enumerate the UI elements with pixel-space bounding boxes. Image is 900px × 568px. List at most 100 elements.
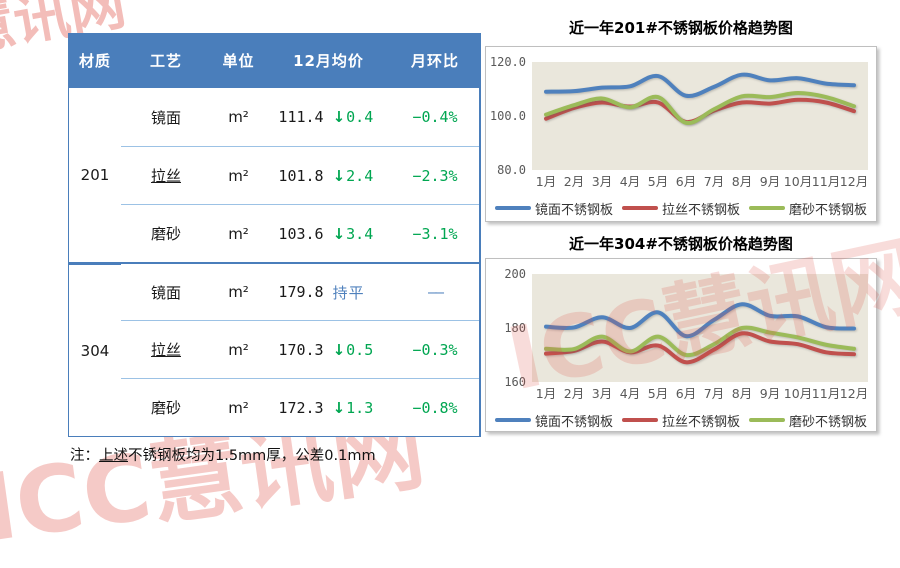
- material-304: 304: [69, 262, 121, 436]
- x-axis-tick: 9月: [760, 386, 780, 401]
- price-table: 材质 工艺 单位 12月均价 月环比 201 镜面 m² 111.4 ↓0.4 −…: [68, 33, 481, 437]
- material-201: 201: [80, 166, 110, 184]
- chart-304-canvas: 200 180 160 1月 2月 3月 4月 5月 6月 7月 8月 9月 10月 11月 12月 镜面不锈…: [485, 258, 877, 432]
- unit-cell: m²: [211, 320, 266, 378]
- down-arrow-icon: ↓: [332, 224, 346, 243]
- y-axis-tick: 100.0: [490, 109, 526, 123]
- x-axis-tick: 8月: [732, 174, 752, 189]
- line-series-2: [544, 325, 856, 358]
- legend-line-icon: [621, 206, 658, 210]
- x-axis-tick: 7月: [704, 386, 724, 401]
- x-axis-tick: 3月: [592, 174, 612, 189]
- x-axis-tick: 12月: [840, 174, 868, 189]
- x-axis-tick: 11月: [812, 174, 840, 189]
- x-axis-tick: 5月: [648, 386, 668, 401]
- x-axis-tick: 7月: [704, 174, 724, 189]
- chart-201-block: 近一年201#不锈钢板价格趋势图 120.0 100.0 80.0 1月 2月 3月 4月 5…: [485, 16, 877, 222]
- y-axis-tick: 120.0: [490, 55, 526, 69]
- process-cell: 拉丝: [121, 146, 211, 204]
- process-cell: 磨砂: [121, 378, 211, 436]
- line-series-1: [544, 331, 856, 365]
- process-cell: 镜面: [150, 108, 181, 127]
- x-axis-tick: 1月: [536, 386, 556, 401]
- x-axis-tick: 12月: [840, 386, 868, 401]
- process-link[interactable]: 拉丝: [150, 341, 181, 359]
- chart-201-canvas: 120.0 100.0 80.0 1月 2月 3月 4月 5月 6月 7月 8月 9月 10月 11月 12…: [485, 46, 877, 222]
- x-axis-tick: 4月: [620, 386, 640, 401]
- mom-cell: −3.1%: [391, 204, 479, 262]
- price-change: ↓2.4: [332, 166, 374, 185]
- price-cell: 172.3 ↓1.3: [266, 378, 391, 436]
- x-axis-tick: 8月: [732, 386, 752, 401]
- down-arrow-icon: ↓: [332, 166, 346, 185]
- chart-201-title: 近一年201#不锈钢板价格趋势图: [569, 19, 793, 37]
- legend-item: 磨砂不锈钢板: [749, 411, 867, 430]
- y-axis-tick: 80.0: [497, 163, 526, 177]
- unit-cell: m²: [211, 262, 266, 320]
- chart-304-title: 近一年304#不锈钢板价格趋势图: [569, 235, 793, 253]
- mom-cell: ——: [391, 262, 479, 320]
- chart-304-block: 近一年304#不锈钢板价格趋势图 200 180 160 1月 2月 3月 4月 5月 6月 7月…: [485, 232, 877, 432]
- legend-line-icon: [494, 418, 531, 422]
- line-series-0: [544, 302, 856, 339]
- x-axis-tick: 9月: [760, 174, 780, 189]
- x-axis-tick: 2月: [564, 386, 584, 401]
- legend-line-icon: [621, 418, 658, 422]
- legend-label: 镜面不锈钢板: [534, 202, 613, 218]
- x-axis-tick: 10月: [784, 386, 812, 401]
- footnote-link[interactable]: 上述: [99, 448, 128, 464]
- mom-cell: −0.8%: [391, 378, 479, 436]
- process-link[interactable]: 拉丝: [150, 167, 181, 185]
- footnote: 注：上述不锈钢板均为1.5mm厚，公差0.1mm: [70, 448, 376, 464]
- price-cell: 170.3 ↓0.5: [266, 320, 391, 378]
- down-arrow-icon: ↓: [332, 340, 346, 359]
- legend-item: 镜面不锈钢板: [494, 199, 613, 218]
- price-change-flat: 持平: [332, 283, 365, 302]
- unit-cell: m²: [211, 146, 266, 204]
- x-axis-tick: 11月: [812, 386, 840, 401]
- legend-line-icon: [749, 418, 785, 422]
- x-axis-tick: 2月: [564, 174, 584, 189]
- legend-item: 镜面不锈钢板: [494, 411, 613, 430]
- mom-cell: −2.3%: [391, 146, 479, 204]
- legend-label: 磨砂不锈钢板: [789, 202, 868, 218]
- chart-legend: 镜面不锈钢板 拉丝不锈钢板 磨砂不锈钢板: [486, 406, 876, 434]
- x-axis-tick: 6月: [676, 386, 696, 401]
- unit-cell: m²: [228, 108, 249, 126]
- unit-cell: m²: [211, 204, 266, 262]
- down-arrow-icon: ↓: [332, 398, 346, 417]
- price-change: ↓0.4: [332, 108, 374, 126]
- legend-label: 磨砂不锈钢板: [789, 414, 868, 430]
- price-table-header: 材质 工艺 单位 12月均价 月环比: [69, 33, 479, 88]
- process-cell: 拉丝: [121, 320, 211, 378]
- price-change: ↓1.3: [332, 398, 374, 417]
- header-process: 工艺: [149, 52, 182, 70]
- header-dec-avg-price: 12月均价: [293, 52, 364, 70]
- x-axis-tick: 10月: [784, 174, 812, 189]
- legend-label: 拉丝不锈钢板: [661, 202, 740, 218]
- down-arrow-icon: ↓: [332, 108, 346, 126]
- y-axis-tick: 200: [504, 267, 526, 281]
- line-series-2: [544, 91, 856, 125]
- legend-item: 拉丝不锈钢板: [621, 411, 740, 430]
- process-cell: 磨砂: [121, 204, 211, 262]
- line-series-0: [544, 72, 856, 99]
- legend-line-icon: [494, 206, 531, 210]
- x-axis-tick: 4月: [620, 174, 640, 189]
- price-change: ↓0.5: [332, 340, 374, 359]
- y-axis-tick: 180: [504, 321, 526, 335]
- unit-cell: m²: [211, 378, 266, 436]
- header-unit: 单位: [222, 52, 255, 70]
- mom-cell: −0.3%: [391, 320, 479, 378]
- legend-item: 拉丝不锈钢板: [621, 199, 740, 218]
- mom-cell: −0.4%: [412, 108, 458, 126]
- x-axis-tick: 3月: [592, 386, 612, 401]
- price-cell: 101.8 ↓2.4: [266, 146, 391, 204]
- legend-label: 镜面不锈钢板: [534, 414, 613, 430]
- legend-label: 拉丝不锈钢板: [661, 414, 740, 430]
- header-material: 材质: [78, 52, 111, 70]
- price-cell: 111.4 ↓0.4: [266, 88, 391, 146]
- chart-legend: 镜面不锈钢板 拉丝不锈钢板 磨砂不锈钢板: [486, 194, 876, 222]
- price-cell: 103.6 ↓3.4: [266, 204, 391, 262]
